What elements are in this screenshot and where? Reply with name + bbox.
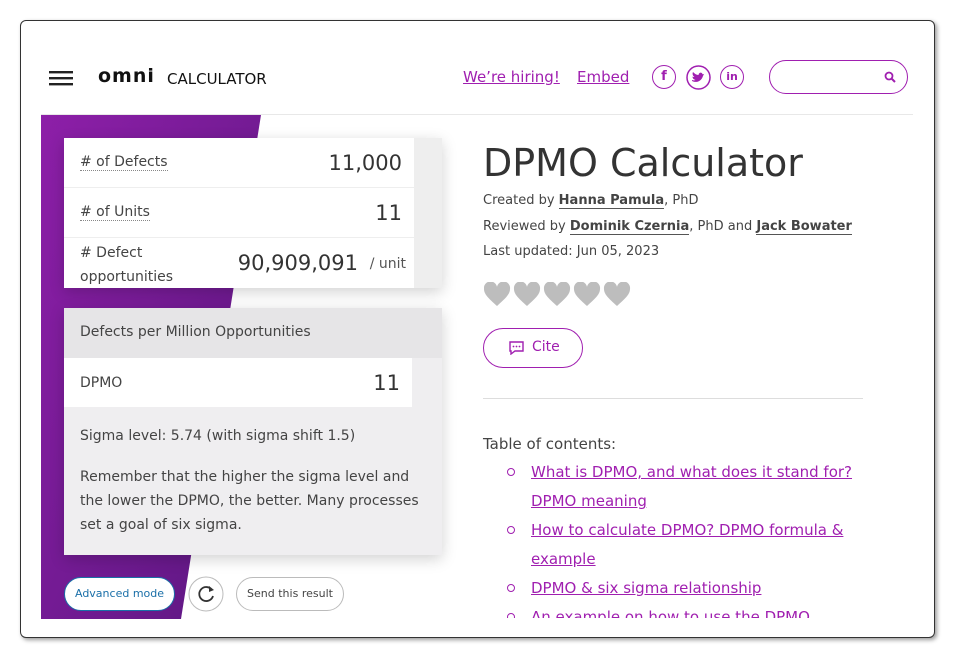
toc-link[interactable]: What is DPMO, and what does it stand for…	[531, 463, 853, 510]
article-title: DPMO Calculator	[483, 141, 803, 185]
menu-icon[interactable]	[49, 69, 75, 87]
browser-frame: omni CALCULATOR We’re hiring! Embed f in…	[20, 20, 935, 638]
viewport: omni CALCULATOR We’re hiring! Embed f in…	[21, 21, 934, 637]
cite-button[interactable]: Cite	[483, 328, 583, 368]
cite-icon	[509, 341, 524, 355]
reviewed-by: Reviewed by Dominik Czernia, PhD and Jac…	[483, 219, 852, 235]
input-row: # of Units 11	[64, 188, 414, 238]
hiring-link[interactable]: We’re hiring!	[463, 68, 560, 86]
advanced-mode-button[interactable]: Advanced mode	[64, 577, 175, 611]
result-label: DPMO	[80, 375, 123, 391]
reload-button[interactable]	[188, 576, 224, 612]
reviewer-link[interactable]: Dominik Czernia	[569, 219, 690, 235]
unit[interactable]: / unit	[369, 256, 406, 272]
result-value: 11	[373, 371, 400, 395]
input-value[interactable]: 11	[375, 201, 402, 225]
send-result-button[interactable]: Send this result	[236, 577, 344, 611]
search-icon[interactable]	[884, 71, 896, 83]
search-box[interactable]	[769, 60, 908, 94]
input-value[interactable]: 11,000	[328, 151, 402, 175]
input-label: # of Defects	[80, 154, 168, 171]
input-row: # Defect opportunities 90,909,091 / unit	[64, 238, 414, 288]
linkedin-icon[interactable]: in	[720, 65, 744, 89]
toc-link[interactable]: How to calculate DPMO? DPMO formula & ex…	[531, 521, 844, 568]
reviewer-link[interactable]: Jack Bowater	[756, 219, 852, 235]
toc-link[interactable]: An example on how to use the DPMO	[531, 608, 810, 618]
embed-link[interactable]: Embed	[577, 68, 630, 86]
text: Reviewed by	[483, 219, 570, 234]
toc-bullet	[507, 526, 515, 534]
input-row: # of Defects 11,000	[64, 138, 414, 188]
result-title: Defects per Million Opportunities	[80, 324, 311, 340]
created-by: Created by Hanna Pamula, PhD	[483, 193, 699, 209]
toc-label: Table of contents:	[483, 435, 617, 453]
author-link[interactable]: Hanna Pamula	[558, 193, 665, 209]
input-card: # of Defects 11,000 # of Units 11 # Defect…	[64, 138, 442, 288]
last-updated: Last updated: Jun 05, 2023	[483, 244, 660, 259]
logo[interactable]: omni	[98, 65, 155, 87]
result-header: Defects per Million Opportunities	[64, 308, 442, 358]
result-card: Defects per Million Opportunities DPMO 11…	[64, 308, 442, 555]
input-label: # of Units	[80, 204, 150, 221]
text: , PhD	[664, 193, 699, 208]
note-text: Remember that the higher the sigma level…	[80, 469, 419, 533]
rating-hearts[interactable]	[484, 282, 634, 308]
cite-label[interactable]: Cite	[532, 339, 560, 355]
result-row: DPMO 11	[64, 358, 412, 407]
text: , PhD and	[689, 219, 757, 234]
twitter-icon[interactable]	[685, 64, 712, 91]
logo-text[interactable]: CALCULATOR	[167, 70, 267, 88]
input-value[interactable]: 90,909,091	[237, 251, 358, 275]
toc-link[interactable]: DPMO & six sigma relationship	[531, 579, 762, 597]
toc-bullet	[507, 584, 515, 592]
toc: What is DPMO, and what does it stand for…	[471, 458, 921, 618]
facebook-icon[interactable]: f	[652, 65, 676, 89]
input-label: # Defect opportunities	[80, 245, 174, 285]
toc-bullet	[507, 613, 515, 618]
sigma-text: Sigma level: 5.74 (with sigma shift 1.5)	[80, 428, 356, 444]
text: Created by	[483, 193, 559, 208]
header-divider	[41, 114, 913, 115]
toc-bullet	[507, 468, 515, 476]
divider	[483, 398, 863, 399]
